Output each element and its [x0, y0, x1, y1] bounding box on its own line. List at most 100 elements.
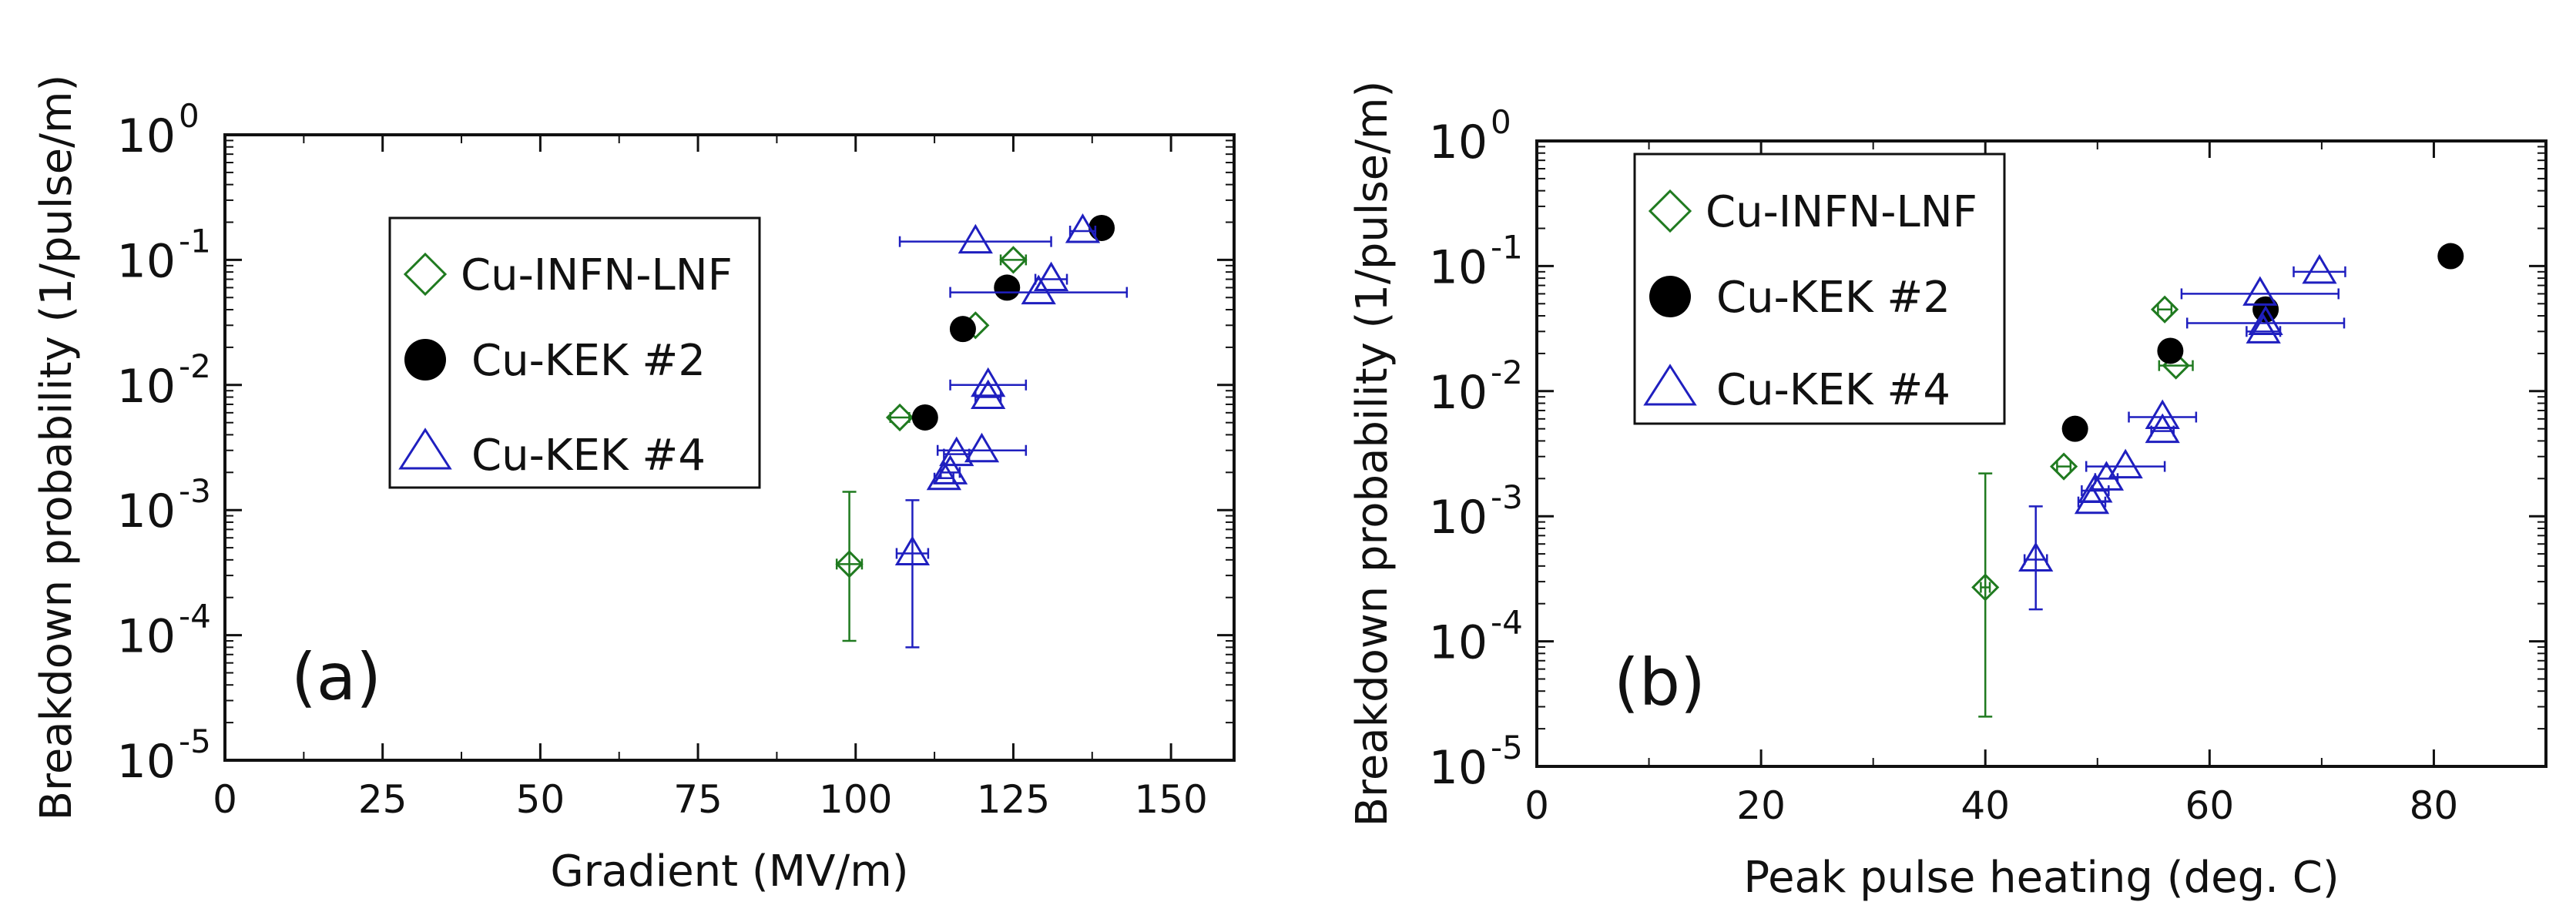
triangle-marker [958, 223, 993, 254]
x-tick-label: 60 [2185, 783, 2235, 828]
legend-label: Cu-KEK #2 [1716, 273, 1950, 323]
x-tick-label: 100 [819, 777, 892, 822]
y-tick-label: 10 -1 [1429, 228, 1523, 294]
legend: Cu-INFN-LNF Cu-KEK #2 Cu-KEK #4 [1633, 153, 2006, 425]
data-point [2246, 313, 2282, 344]
y-tick-exponent: -4 [179, 598, 211, 635]
y-tick-label: 10 -1 [117, 222, 211, 288]
triangle-marker [2248, 305, 2283, 335]
data-point [1971, 472, 2000, 718]
x-tick-label: 0 [1524, 783, 1549, 828]
data-point [2157, 337, 2184, 364]
x-axis-label: Gradient (MV/m) [550, 847, 908, 897]
diamond-marker-icon [403, 252, 448, 297]
data-point [2293, 253, 2346, 284]
triangle-marker-icon [1643, 364, 1697, 406]
y-tick-base: 10 [117, 360, 176, 414]
x-tick-label: 40 [1961, 783, 2010, 828]
data-point [2061, 415, 2088, 442]
triangle-marker [2108, 448, 2143, 479]
y-tick-exponent: -1 [1491, 228, 1523, 266]
x-tick-label: 75 [673, 777, 723, 822]
legend-entry-kek4: Cu-KEK #4 [1643, 364, 1950, 415]
data-point [936, 432, 1028, 463]
series-kek4 [894, 213, 1129, 649]
x-tick-label: 150 [1134, 777, 1207, 822]
y-tick-exponent: 0 [179, 97, 200, 135]
x-tick-label: 0 [213, 777, 237, 822]
diamond-marker [2049, 452, 2078, 481]
y-tick-base: 10 [1429, 616, 1488, 670]
data-point [1033, 261, 1069, 292]
x-tick-labels: 0 20 40 60 80 [1524, 783, 2458, 828]
legend-label: Cu-KEK #4 [1716, 365, 1950, 415]
plot-frame [1535, 139, 2547, 768]
x-tick-label: 50 [516, 777, 565, 822]
legend-label: Cu-INFN-LNF [461, 250, 733, 300]
y-tick-base: 10 [117, 234, 176, 288]
legend-label: Cu-INFN-LNF [1706, 187, 1977, 237]
y-tick-exponent: -1 [179, 222, 211, 260]
circle-marker [2061, 415, 2088, 442]
triangle-marker [1033, 261, 1069, 292]
data-point [949, 316, 976, 343]
y-axis-label: Breakdown probability (1/pulse/m) [1347, 81, 1397, 827]
circle-marker [994, 274, 1021, 301]
data-point [2085, 448, 2166, 479]
y-tick-label: 10 -2 [1429, 354, 1523, 420]
triangle-marker [932, 454, 968, 484]
data-series [835, 213, 1129, 649]
x-tick-labels: 0 25 50 75 100 125 150 [213, 777, 1208, 822]
legend-entry-inf: Cu-INFN-LNF [1648, 187, 1977, 237]
y-tick-exponent: 0 [1491, 103, 1511, 141]
y-tick-marks [225, 133, 1234, 762]
y-axis-label: Breakdown probability (1/pulse/m) [32, 75, 82, 821]
data-point [835, 491, 864, 642]
circle-marker [2437, 243, 2464, 270]
triangle-marker [894, 535, 931, 566]
y-tick-base: 10 [1429, 741, 1488, 795]
data-point [2437, 243, 2464, 270]
triangle-marker [971, 367, 1006, 397]
legend-entry-kek4: Cu-KEK #4 [398, 427, 706, 481]
y-tick-base: 10 [1429, 240, 1488, 294]
data-series [1971, 243, 2464, 718]
y-tick-base: 10 [1429, 116, 1488, 169]
y-tick-exponent: -2 [179, 347, 211, 385]
diamond-marker [835, 550, 864, 578]
circle-marker [1088, 214, 1115, 241]
triangle-marker-icon [398, 427, 452, 470]
data-point [1065, 213, 1101, 243]
y-tick-label: 10 0 [117, 97, 200, 163]
circle-marker-icon [1649, 276, 1691, 317]
y-tick-label: 10 -5 [117, 723, 211, 789]
legend-label: Cu-KEK #4 [471, 431, 706, 481]
x-tick-label: 25 [358, 777, 408, 822]
y-tick-label: 10 -5 [1429, 729, 1523, 795]
y-tick-label: 10 -4 [1429, 604, 1523, 670]
triangle-marker [2242, 276, 2278, 306]
y-tick-base: 10 [117, 484, 176, 538]
diamond-marker-icon [1648, 189, 1692, 233]
triangle-marker [2018, 541, 2054, 572]
data-point [885, 403, 914, 432]
data-point [2018, 505, 2054, 611]
data-point [911, 404, 938, 431]
data-point [932, 454, 968, 484]
legend-entry-kek2: Cu-KEK #2 [1649, 273, 1950, 323]
triangle-marker [964, 432, 1000, 463]
y-tick-label: 10 0 [1429, 103, 1511, 169]
panel-label: (b) [1614, 645, 1706, 720]
x-tick-label: 80 [2410, 783, 2459, 828]
triangle-marker [2145, 399, 2180, 430]
data-point [949, 367, 1028, 397]
circle-marker [949, 316, 976, 343]
diamond-marker [2150, 295, 2179, 324]
panel-label: (a) [291, 639, 381, 715]
data-point [2150, 295, 2179, 324]
